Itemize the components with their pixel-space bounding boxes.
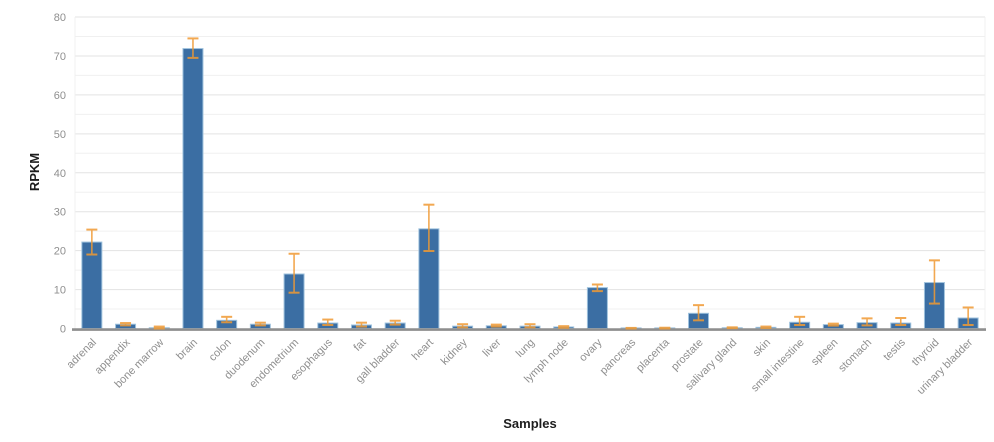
error-bar-appendix [120, 322, 132, 327]
x-category-label-kidney: kidney [439, 336, 470, 367]
bar-brain[interactable] [182, 48, 204, 330]
error-bar-salivary-gland [726, 326, 738, 330]
error-bar-pancreas [625, 326, 637, 330]
x-axis-title: Samples [503, 416, 556, 431]
y-tick-label: 0 [60, 324, 66, 336]
y-tick-label: 50 [54, 129, 66, 141]
x-category-label-thyroid: thyroid [910, 337, 942, 369]
error-bar-brain [187, 37, 199, 59]
x-category-label-testis: testis [881, 336, 908, 363]
error-bar-liver [490, 323, 502, 328]
error-bar-prostate [693, 304, 705, 322]
error-bar-esophagus [322, 318, 334, 326]
y-tick-label: 10 [54, 285, 66, 297]
y-tick-label: 40 [54, 168, 66, 180]
x-category-label-liver: liver [481, 336, 504, 359]
error-bar-gall-bladder [389, 319, 401, 326]
error-bar-thyroid [928, 259, 940, 305]
error-bar-duodenum [254, 321, 266, 327]
error-bar-heart [423, 203, 435, 253]
error-bar-colon [221, 315, 233, 324]
y-tick-label: 70 [54, 51, 66, 63]
error-bar-small-intestine [794, 315, 806, 326]
error-bar-lymph-node [558, 325, 570, 329]
x-category-label-lung: lung [514, 337, 537, 360]
error-bar-fat [355, 321, 367, 328]
x-category-label-brain: brain [174, 337, 200, 363]
x-category-label-heart: heart [410, 337, 436, 363]
error-bar-stomach [861, 317, 873, 327]
x-category-label-fat: fat [351, 337, 368, 354]
error-bar-placenta [659, 326, 671, 330]
y-tick-label: 30 [54, 207, 66, 219]
x-category-label-spleen: spleen [809, 337, 840, 368]
error-bar-testis [895, 316, 907, 326]
error-bar-bone-marrow [153, 325, 165, 330]
error-bar-kidney [457, 323, 469, 329]
x-category-label-colon: colon [207, 337, 234, 364]
x-category-label-skin: skin [751, 337, 773, 359]
error-bar-spleen [827, 322, 839, 327]
error-bar-skin [760, 325, 772, 329]
error-bar-endometrium [288, 252, 300, 294]
error-bar-lung [524, 323, 536, 329]
error-bar-urinary-bladder [962, 306, 974, 326]
y-axis-title: RPKM [27, 153, 42, 191]
y-tick-label: 60 [54, 90, 66, 102]
x-category-label-pancreas: pancreas [598, 336, 639, 377]
y-tick-label: 80 [54, 12, 66, 24]
x-category-label-ovary: ovary [577, 336, 605, 364]
x-category-label-placenta: placenta [634, 336, 673, 375]
y-tick-label: 20 [54, 246, 66, 258]
bar-ovary[interactable] [586, 287, 608, 330]
error-bar-ovary [591, 283, 603, 293]
error-bar-adrenal [86, 228, 98, 256]
x-category-label-stomach: stomach [836, 337, 874, 375]
